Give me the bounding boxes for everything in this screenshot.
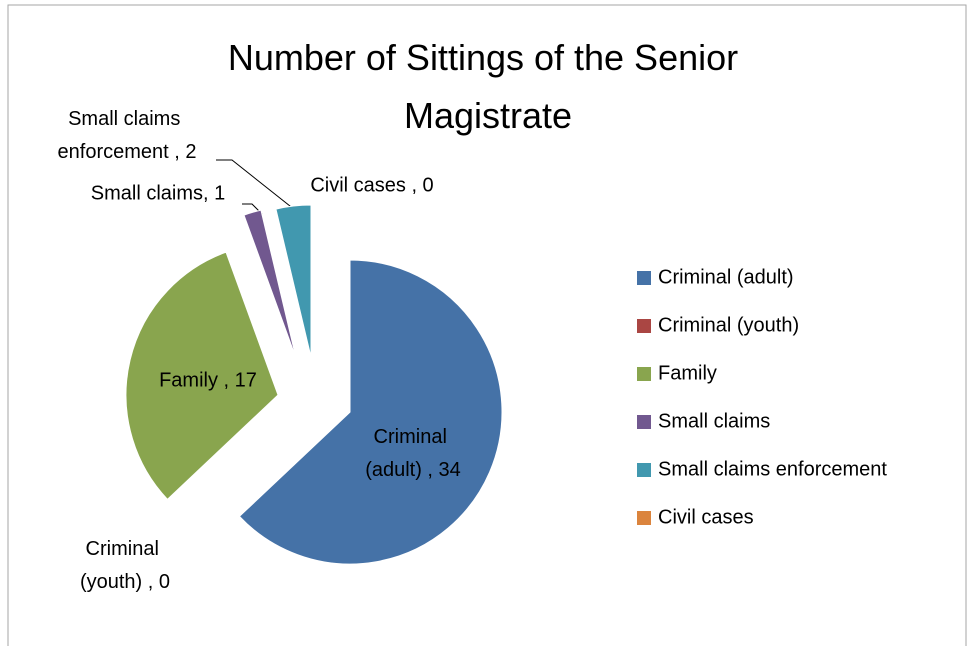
data-label: Criminal (adult) , 34 <box>365 426 461 481</box>
data-label: Criminal (youth) , 0 <box>80 538 170 593</box>
legend-swatch <box>637 415 651 429</box>
legend-label: Civil cases <box>658 506 754 528</box>
data-label: Small claims enforcement , 2 <box>58 108 197 163</box>
data-label: Civil cases , 0 <box>310 174 433 196</box>
legend-label: Criminal (youth) <box>658 314 799 336</box>
data-label: Small claims, 1 <box>91 182 225 204</box>
pie-slice <box>125 251 279 501</box>
legend-label: Small claims enforcement <box>658 458 887 480</box>
legend-label: Criminal (adult) <box>658 266 794 288</box>
legend-swatch <box>637 367 651 381</box>
leader-line <box>216 159 296 211</box>
legend-swatch <box>637 271 651 285</box>
legend-label: Family <box>658 362 717 384</box>
legend-label: Small claims <box>658 410 770 432</box>
legend-swatch <box>637 511 651 525</box>
pie-slice <box>238 259 503 565</box>
pie-slice <box>243 209 297 359</box>
legend-swatch <box>637 319 651 333</box>
legend-swatch <box>637 463 651 477</box>
chart-title: Number of Sittings of the Senior Magistr… <box>228 37 748 136</box>
data-label: Family , 17 <box>159 369 257 391</box>
